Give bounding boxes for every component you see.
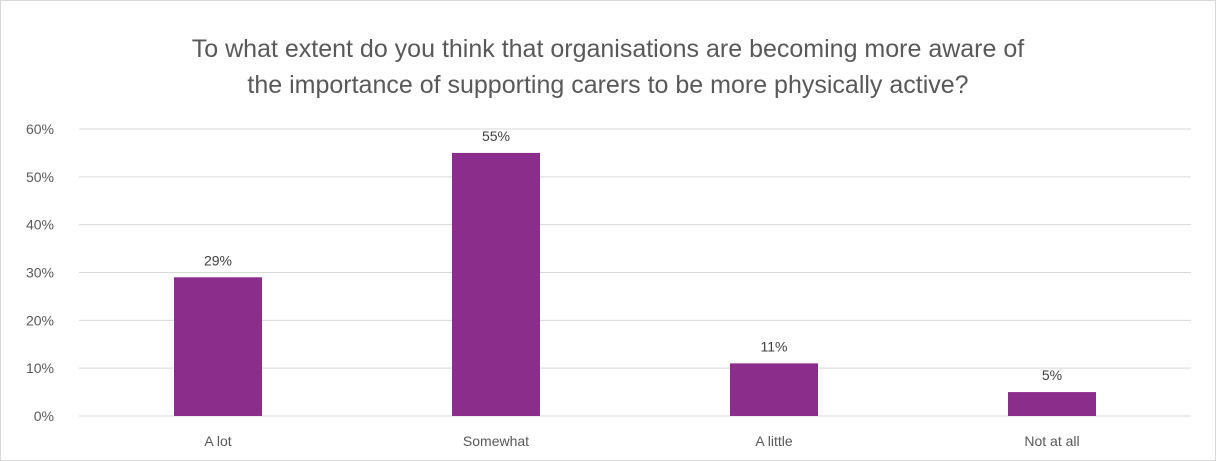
bar xyxy=(452,152,540,416)
data-label: 11% xyxy=(761,338,788,354)
y-tick-label: 60% xyxy=(26,121,54,137)
chart-title: To what extent do you think that organis… xyxy=(1,31,1215,103)
y-tick-label: 20% xyxy=(26,312,54,328)
data-label: 55% xyxy=(482,128,510,144)
x-tick-label: A lot xyxy=(204,433,231,449)
y-tick-label: 30% xyxy=(26,265,54,281)
y-tick-label: 10% xyxy=(26,360,54,376)
data-label: 29% xyxy=(204,252,232,268)
bar xyxy=(1008,392,1096,416)
y-tick-label: 40% xyxy=(26,217,54,233)
x-tick-label: Not at all xyxy=(1024,433,1079,449)
bar xyxy=(730,363,818,416)
chart-title-line-2: the importance of supporting carers to b… xyxy=(247,71,969,99)
y-tick-label: 0% xyxy=(34,408,54,424)
data-label: 5% xyxy=(1042,367,1062,383)
chart-title-line-1: To what extent do you think that organis… xyxy=(191,35,1025,63)
bar xyxy=(174,277,262,416)
x-tick-label: Somewhat xyxy=(463,433,529,449)
x-tick-label: A little xyxy=(755,433,793,449)
y-tick-label: 50% xyxy=(26,169,54,185)
